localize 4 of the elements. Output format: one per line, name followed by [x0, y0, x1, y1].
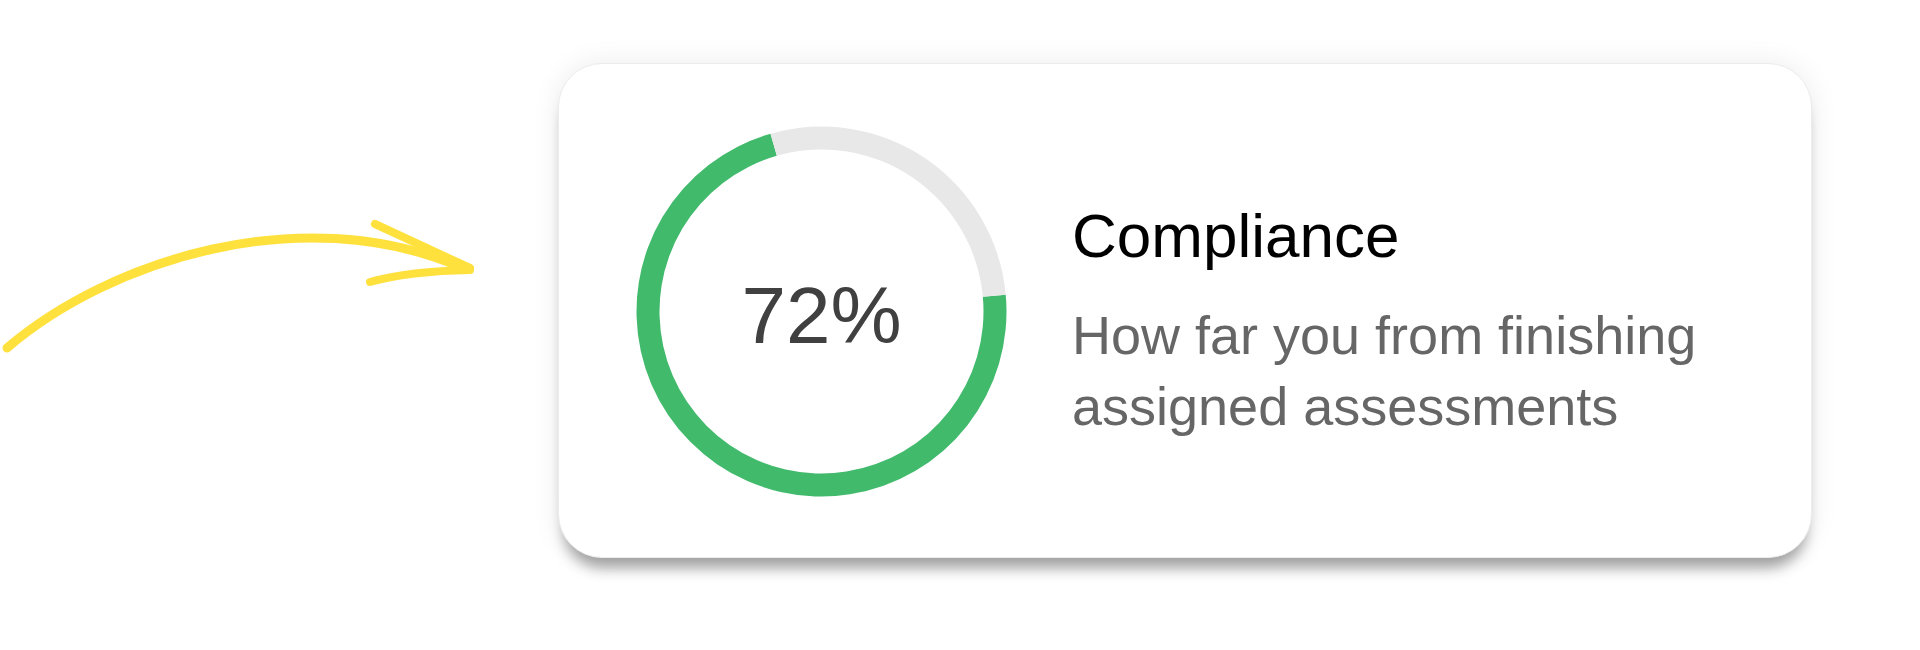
data-label: 72%: [741, 270, 902, 360]
donut-slice: [636, 133, 1007, 497]
text: Compliance: [1072, 201, 1400, 270]
text: How far you from finishing assigned assessments: [1072, 305, 1697, 436]
